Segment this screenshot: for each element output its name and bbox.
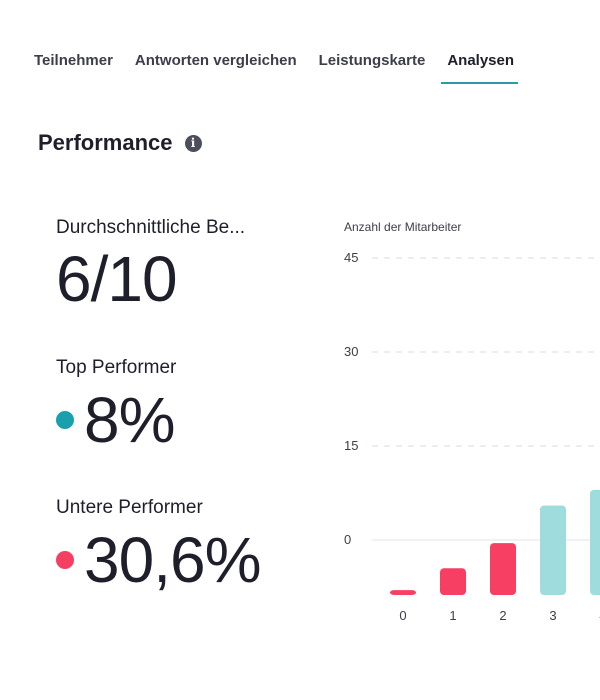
- performance-chart: Anzahl der Mitarbeiter453015001234: [330, 210, 600, 630]
- bottom-performer-dot: [56, 551, 74, 569]
- x-tick-label: 1: [449, 608, 456, 623]
- tab-analysen[interactable]: Analysen: [441, 52, 518, 84]
- bar: [540, 505, 566, 595]
- tab-teilnehmer[interactable]: Teilnehmer: [34, 52, 113, 69]
- bar: [440, 568, 466, 595]
- top-performer-dot: [56, 411, 74, 429]
- y-tick-label: 0: [344, 532, 351, 547]
- bottom-performer-value: 30,6%: [84, 524, 261, 596]
- chart-svg: Anzahl der Mitarbeiter453015001234: [344, 220, 600, 623]
- average-value: 6/10: [56, 243, 178, 315]
- y-tick-label: 15: [344, 438, 358, 453]
- page-title: Performance: [38, 130, 173, 155]
- bar: [590, 489, 600, 595]
- x-tick-label: 0: [399, 608, 406, 623]
- y-tick-label: 45: [344, 250, 358, 265]
- tab-antworten-vergleichen[interactable]: Antworten vergleichen: [134, 52, 297, 69]
- top-performer-row: 8%: [56, 383, 175, 457]
- x-tick-label: 3: [549, 608, 556, 623]
- bottom-performer-label: Untere Performer: [56, 497, 203, 518]
- tab-leistungskarte[interactable]: Leistungskarte: [318, 52, 426, 69]
- x-tick-label: 2: [499, 608, 506, 623]
- tab-bar: Teilnehmer Antworten vergleichen Leistun…: [34, 52, 518, 84]
- info-icon[interactable]: i: [184, 134, 202, 152]
- bar: [490, 543, 516, 595]
- average-label: Durchschnittliche Be...: [56, 217, 246, 238]
- bottom-performer-row: 30,6%: [56, 523, 261, 597]
- top-performer-label: Top Performer: [56, 357, 177, 378]
- y-axis-label: Anzahl der Mitarbeiter: [344, 220, 461, 234]
- y-tick-label: 30: [344, 344, 358, 359]
- section-header: Performance i: [38, 130, 202, 156]
- top-performer-value: 8%: [84, 384, 175, 456]
- bar: [390, 590, 416, 595]
